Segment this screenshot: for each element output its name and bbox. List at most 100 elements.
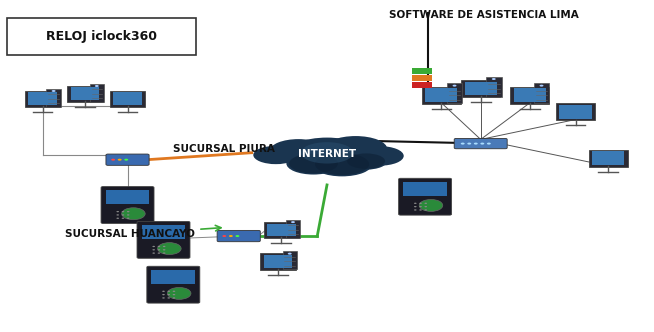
FancyBboxPatch shape — [264, 222, 299, 238]
FancyBboxPatch shape — [412, 68, 432, 74]
FancyBboxPatch shape — [142, 225, 186, 239]
Circle shape — [127, 217, 129, 219]
FancyBboxPatch shape — [556, 103, 595, 120]
Circle shape — [167, 294, 170, 295]
Circle shape — [158, 249, 160, 250]
FancyBboxPatch shape — [90, 84, 104, 102]
Circle shape — [162, 294, 165, 295]
Circle shape — [167, 290, 170, 292]
FancyBboxPatch shape — [426, 88, 458, 102]
Circle shape — [460, 143, 464, 145]
FancyBboxPatch shape — [412, 82, 432, 88]
Circle shape — [127, 211, 129, 212]
Text: SUCURSAL HUANCAYO: SUCURSAL HUANCAYO — [65, 225, 221, 239]
FancyBboxPatch shape — [152, 270, 195, 284]
Circle shape — [167, 297, 170, 298]
Circle shape — [173, 294, 175, 295]
Circle shape — [173, 290, 175, 292]
Ellipse shape — [286, 137, 368, 171]
Text: SUCURSAL PIURA: SUCURSAL PIURA — [173, 144, 275, 154]
Circle shape — [229, 235, 233, 237]
FancyBboxPatch shape — [7, 18, 196, 55]
Ellipse shape — [289, 154, 338, 173]
Circle shape — [419, 200, 443, 211]
FancyBboxPatch shape — [28, 92, 57, 105]
Circle shape — [419, 209, 422, 210]
Circle shape — [162, 297, 165, 298]
Circle shape — [235, 235, 239, 237]
FancyBboxPatch shape — [267, 223, 296, 236]
FancyBboxPatch shape — [137, 221, 190, 258]
FancyBboxPatch shape — [286, 220, 300, 238]
FancyBboxPatch shape — [462, 80, 500, 97]
Circle shape — [288, 253, 292, 255]
FancyBboxPatch shape — [399, 178, 451, 215]
Circle shape — [152, 249, 155, 250]
FancyBboxPatch shape — [71, 87, 99, 100]
FancyBboxPatch shape — [106, 190, 149, 204]
Ellipse shape — [347, 153, 385, 169]
FancyBboxPatch shape — [486, 77, 502, 97]
Circle shape — [122, 217, 124, 219]
FancyBboxPatch shape — [593, 151, 625, 165]
FancyBboxPatch shape — [514, 88, 545, 102]
FancyBboxPatch shape — [511, 87, 549, 104]
Circle shape — [467, 143, 471, 145]
FancyBboxPatch shape — [46, 89, 61, 107]
Circle shape — [158, 252, 160, 254]
Circle shape — [414, 203, 417, 204]
Circle shape — [158, 246, 160, 247]
Circle shape — [116, 214, 119, 215]
Circle shape — [540, 85, 543, 87]
Circle shape — [167, 288, 191, 299]
Circle shape — [291, 221, 295, 223]
Circle shape — [487, 143, 490, 145]
FancyBboxPatch shape — [113, 92, 142, 105]
Circle shape — [162, 290, 165, 292]
FancyBboxPatch shape — [146, 266, 200, 303]
Circle shape — [163, 249, 165, 250]
Circle shape — [116, 217, 119, 219]
FancyBboxPatch shape — [67, 86, 103, 102]
FancyBboxPatch shape — [217, 230, 260, 242]
FancyBboxPatch shape — [412, 75, 432, 81]
Circle shape — [492, 78, 496, 80]
Circle shape — [152, 252, 155, 254]
Text: INTERNET: INTERNET — [298, 149, 356, 159]
Text: RELOJ iclock360: RELOJ iclock360 — [46, 30, 157, 43]
Circle shape — [414, 206, 417, 207]
Ellipse shape — [253, 146, 298, 164]
Circle shape — [124, 159, 128, 161]
Ellipse shape — [312, 152, 372, 176]
Circle shape — [122, 214, 124, 215]
FancyBboxPatch shape — [589, 150, 628, 167]
FancyBboxPatch shape — [447, 83, 462, 103]
Circle shape — [414, 209, 417, 210]
FancyBboxPatch shape — [264, 255, 292, 268]
Ellipse shape — [356, 146, 404, 166]
Circle shape — [152, 246, 155, 247]
Circle shape — [419, 206, 422, 207]
FancyBboxPatch shape — [464, 82, 497, 95]
Circle shape — [419, 203, 422, 204]
Circle shape — [163, 246, 165, 247]
Circle shape — [424, 206, 427, 207]
Ellipse shape — [324, 136, 387, 162]
FancyBboxPatch shape — [403, 182, 447, 196]
Circle shape — [111, 159, 115, 161]
Circle shape — [122, 208, 145, 220]
Circle shape — [173, 297, 175, 298]
FancyBboxPatch shape — [283, 251, 297, 269]
Circle shape — [222, 235, 226, 237]
Circle shape — [127, 214, 129, 215]
Circle shape — [116, 211, 119, 212]
Circle shape — [158, 243, 181, 255]
Ellipse shape — [301, 142, 353, 164]
Circle shape — [52, 90, 56, 92]
FancyBboxPatch shape — [454, 138, 508, 149]
Circle shape — [473, 143, 477, 145]
Text: SOFTWARE DE ASISTENCIA LIMA: SOFTWARE DE ASISTENCIA LIMA — [389, 10, 579, 20]
Circle shape — [95, 85, 99, 87]
Circle shape — [453, 85, 456, 87]
FancyBboxPatch shape — [106, 154, 149, 165]
